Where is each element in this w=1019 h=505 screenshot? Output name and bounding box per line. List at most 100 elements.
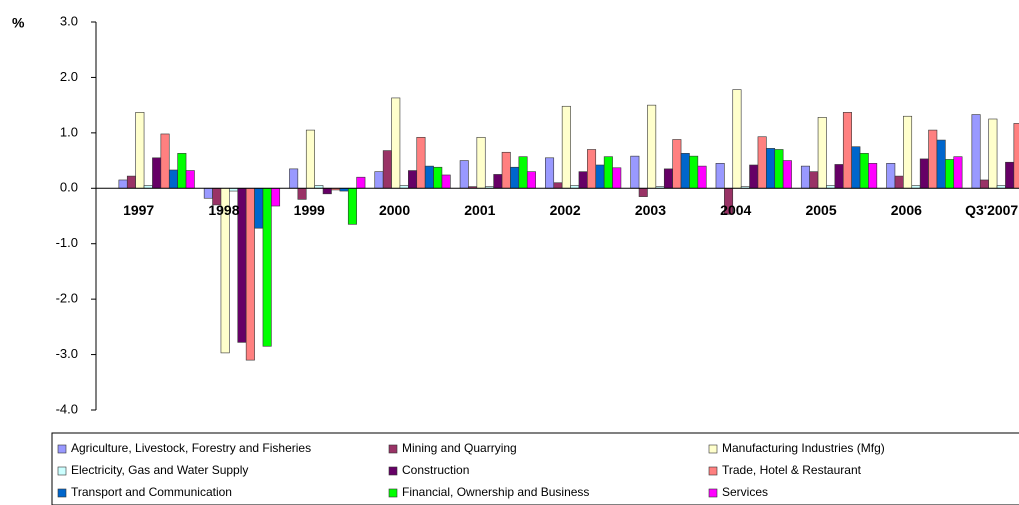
bar [118, 179, 128, 189]
bar [774, 149, 784, 189]
bar [177, 153, 187, 189]
bar [297, 187, 307, 200]
bar [749, 164, 759, 189]
x-tick-label: 2000 [379, 202, 410, 218]
legend-swatch [708, 466, 718, 476]
legend-label: Mining and Quarrying [402, 441, 517, 455]
legend-swatch [57, 488, 67, 498]
bar [988, 118, 998, 189]
bar [305, 129, 315, 189]
bar [408, 170, 418, 189]
bar [800, 165, 810, 189]
legend-label: Electricity, Gas and Water Supply [71, 463, 248, 477]
bar [595, 164, 605, 189]
bar [859, 153, 869, 189]
y-axis-label: % [12, 15, 25, 31]
bar [545, 157, 555, 189]
bar [493, 174, 503, 189]
bar [1005, 161, 1015, 189]
x-tick-label: 2001 [464, 202, 495, 218]
legend-label: Construction [402, 463, 469, 477]
x-tick-label: 1998 [208, 202, 239, 218]
bar [126, 175, 136, 189]
bar [689, 155, 699, 189]
bar [322, 187, 332, 195]
legend-swatch [57, 444, 67, 454]
bar [382, 150, 392, 189]
bar [254, 187, 264, 229]
x-tick-label: 1999 [294, 202, 325, 218]
x-tick-label: 2006 [891, 202, 922, 218]
bar [374, 171, 384, 189]
bar [953, 156, 963, 189]
y-tick-label: 3.0 [60, 13, 78, 28]
bar [262, 187, 272, 347]
bar [903, 115, 913, 189]
bar [476, 136, 486, 189]
bar [1013, 123, 1019, 189]
y-tick-label: -3.0 [56, 346, 78, 361]
x-tick-label: 2004 [720, 202, 751, 218]
legend-box [51, 432, 1019, 505]
bar [851, 146, 861, 189]
x-tick-label: 1997 [123, 202, 154, 218]
legend-swatch [57, 466, 67, 476]
y-tick-label: 0.0 [60, 180, 78, 195]
bar [766, 148, 776, 189]
bar [868, 163, 878, 189]
bar [782, 160, 792, 189]
bar [842, 112, 852, 189]
bar [185, 170, 195, 189]
y-tick-label: -2.0 [56, 291, 78, 306]
legend-swatch [708, 488, 718, 498]
bar [553, 182, 563, 189]
bar [638, 187, 648, 197]
bar [672, 139, 682, 189]
bar [680, 153, 690, 189]
bar [612, 167, 622, 189]
bar [663, 168, 673, 189]
bar [757, 136, 767, 189]
bar [834, 164, 844, 189]
legend-label: Agriculture, Livestock, Forestry and Fis… [71, 441, 311, 455]
bar [647, 104, 657, 189]
x-tick-label: 2002 [550, 202, 581, 218]
y-tick-label: -4.0 [56, 401, 78, 416]
bar [160, 133, 170, 189]
bar [894, 175, 904, 189]
bar [459, 160, 469, 189]
bar [168, 169, 178, 189]
bar [518, 156, 528, 189]
legend-swatch [708, 444, 718, 454]
bar [630, 155, 640, 189]
bar [356, 176, 366, 189]
bar [561, 105, 571, 189]
bar [919, 158, 929, 189]
legend-label: Manufacturing Industries (Mfg) [722, 441, 885, 455]
bar [152, 157, 162, 189]
bar [271, 187, 281, 207]
legend-swatch [388, 466, 398, 476]
bar [587, 149, 597, 189]
bar [971, 114, 981, 189]
legend-label: Services [722, 485, 768, 499]
legend-swatch [388, 444, 398, 454]
bar [928, 129, 938, 189]
bar [945, 159, 955, 189]
x-tick-label: 2005 [805, 202, 836, 218]
legend-label: Financial, Ownership and Business [402, 485, 589, 499]
bar [697, 165, 707, 189]
bar [501, 151, 511, 189]
bar [603, 156, 613, 189]
bar [391, 97, 401, 189]
bar [424, 165, 434, 189]
bar [510, 166, 520, 189]
bar [245, 187, 255, 361]
bar [135, 112, 145, 189]
bar [347, 187, 357, 225]
bar [886, 163, 896, 189]
legend-label: Transport and Communication [71, 485, 232, 499]
bar [936, 139, 946, 189]
bar [433, 166, 443, 189]
